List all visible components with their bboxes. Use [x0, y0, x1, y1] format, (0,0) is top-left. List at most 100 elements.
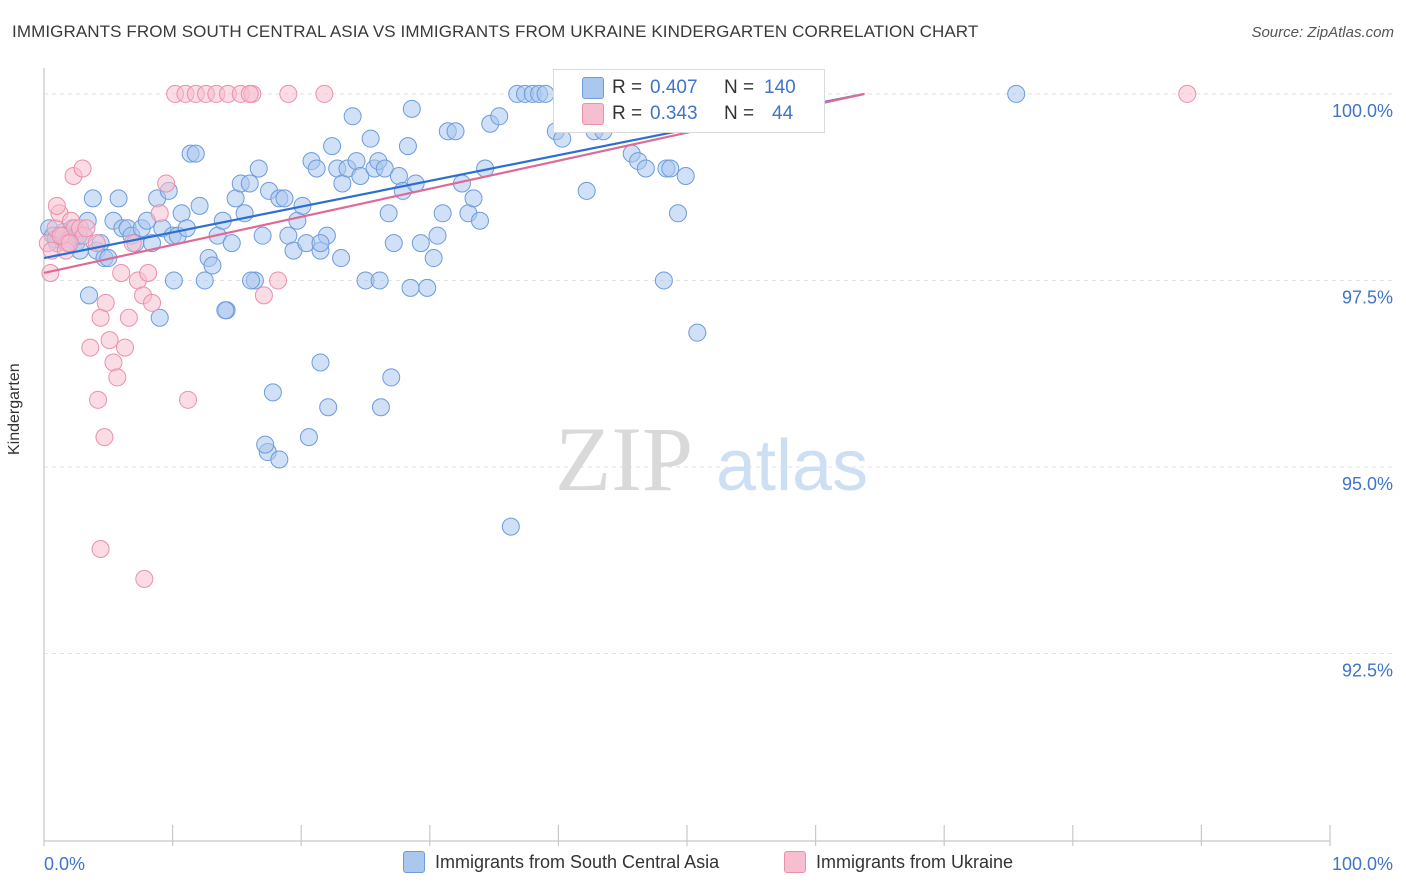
point-ukraine	[116, 338, 135, 357]
point-south-central-asia	[80, 286, 99, 305]
point-south-central-asia	[361, 129, 380, 148]
point-ukraine	[143, 293, 162, 312]
point-ukraine	[279, 84, 298, 103]
point-ukraine	[104, 353, 123, 372]
point-ukraine	[119, 308, 138, 327]
point-south-central-asia	[382, 368, 401, 387]
point-south-central-asia	[256, 435, 275, 454]
point-south-central-asia	[1007, 84, 1026, 103]
point-south-central-asia	[418, 278, 437, 297]
point-south-central-asia	[263, 383, 282, 402]
y-axis-label: Kindergarten	[6, 363, 23, 455]
point-ukraine	[47, 196, 66, 215]
point-south-central-asia	[249, 159, 268, 178]
point-south-central-asia	[333, 174, 352, 193]
point-ukraine	[179, 390, 198, 409]
point-south-central-asia	[424, 249, 443, 268]
watermark: ZIP atlas	[555, 408, 868, 510]
point-ukraine	[108, 368, 127, 387]
point-south-central-asia	[226, 189, 245, 208]
point-south-central-asia	[307, 159, 326, 178]
n-value: 140	[764, 77, 796, 98]
legend-label: Immigrants from Ukraine	[816, 851, 1014, 872]
n-label: N =	[724, 103, 755, 124]
y-tick-label: 95.0%	[1342, 474, 1393, 494]
point-south-central-asia	[347, 152, 366, 171]
point-south-central-asia	[351, 166, 370, 185]
r-label: R =	[612, 77, 643, 98]
point-south-central-asia	[299, 428, 318, 447]
y-tick-label: 92.5%	[1342, 660, 1393, 680]
point-south-central-asia	[577, 181, 596, 200]
source-label: Source: ZipAtlas.com	[1251, 24, 1394, 41]
point-south-central-asia	[109, 189, 128, 208]
point-south-central-asia	[470, 211, 489, 230]
point-ukraine	[41, 263, 60, 282]
point-south-central-asia	[371, 398, 390, 417]
point-south-central-asia	[172, 204, 191, 223]
point-south-central-asia	[490, 107, 509, 126]
point-ukraine	[157, 174, 176, 193]
y-tick-label: 97.5%	[1342, 287, 1393, 307]
legend-item-ukraine[interactable]: Immigrants from Ukraine	[784, 851, 1013, 873]
point-ukraine	[81, 338, 100, 357]
watermark-zip: ZIP	[555, 408, 693, 510]
point-south-central-asia	[501, 517, 520, 536]
point-south-central-asia	[676, 166, 695, 185]
point-ukraine	[73, 159, 92, 178]
point-south-central-asia	[464, 189, 483, 208]
point-south-central-asia	[190, 196, 209, 215]
pink-swatch	[582, 103, 604, 125]
point-south-central-asia	[411, 234, 430, 253]
y-tick-label: 100.0%	[1332, 101, 1393, 121]
point-south-central-asia	[222, 234, 241, 253]
point-south-central-asia	[428, 226, 447, 245]
point-ukraine	[95, 428, 114, 447]
point-south-central-asia	[661, 159, 680, 178]
legend-swatch-blue	[403, 851, 425, 873]
point-south-central-asia	[216, 301, 235, 320]
point-ukraine	[254, 286, 273, 305]
point-south-central-asia	[270, 450, 289, 469]
point-south-central-asia	[150, 308, 169, 327]
point-south-central-asia	[379, 204, 398, 223]
point-ukraine	[240, 84, 259, 103]
r-value: 0.407	[650, 77, 698, 98]
n-value: 44	[772, 103, 794, 124]
point-south-central-asia	[83, 189, 102, 208]
point-ukraine	[89, 390, 108, 409]
n-label: N =	[724, 77, 755, 98]
point-ukraine	[112, 263, 131, 282]
point-ukraine	[77, 219, 96, 238]
point-ukraine	[139, 263, 158, 282]
r-label: R =	[612, 103, 643, 124]
point-south-central-asia	[288, 211, 307, 230]
point-south-central-asia	[203, 256, 222, 275]
point-south-central-asia	[164, 271, 183, 290]
point-south-central-asia	[375, 159, 394, 178]
point-south-central-asia	[311, 234, 330, 253]
legend-item-south-central-asia[interactable]: Immigrants from South Central Asia	[403, 851, 719, 873]
chart-title: IMMIGRANTS FROM SOUTH CENTRAL ASIA VS IM…	[12, 22, 979, 41]
point-south-central-asia	[311, 353, 330, 372]
point-south-central-asia	[398, 137, 417, 156]
point-south-central-asia	[636, 159, 655, 178]
point-ukraine	[100, 331, 119, 350]
x-tick-label-max: 100.0%	[1332, 854, 1393, 874]
point-south-central-asia	[242, 271, 261, 290]
r-value: 0.343	[650, 103, 698, 124]
point-south-central-asia	[323, 137, 342, 156]
x-tick-label-min: 0.0%	[44, 854, 85, 874]
point-ukraine	[150, 204, 169, 223]
legend: Immigrants from South Central Asia Immig…	[0, 851, 1406, 877]
point-south-central-asia	[319, 398, 338, 417]
point-south-central-asia	[654, 271, 673, 290]
point-south-central-asia	[370, 271, 389, 290]
point-ukraine	[91, 308, 110, 327]
blue-swatch	[582, 77, 604, 99]
point-south-central-asia	[401, 278, 420, 297]
point-south-central-asia	[536, 84, 555, 103]
x-tick-labels: 0.0% 100.0%	[44, 854, 1393, 874]
point-south-central-asia	[402, 99, 421, 118]
